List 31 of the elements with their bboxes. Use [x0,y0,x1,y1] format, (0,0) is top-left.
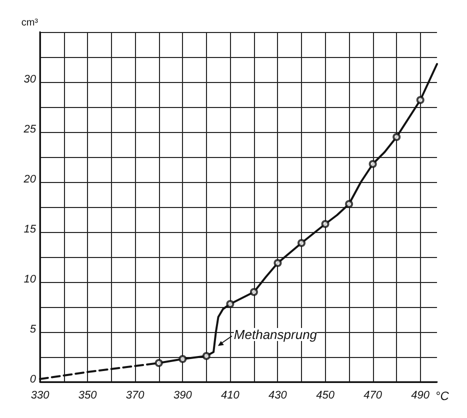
point [368,160,377,168]
point [345,200,354,208]
point [416,96,424,104]
point [178,355,187,363]
x-tick-label: 450 [316,390,336,402]
point [321,220,330,228]
y-tick-label: 25 [22,124,37,136]
x-tick-label: 470 [364,390,383,402]
point [392,133,401,141]
point [202,352,210,360]
y-tick-label: 20 [22,174,37,186]
point [274,259,282,267]
y-tick-label: 10 [24,274,37,286]
point [298,239,306,247]
x-tick-label: 490 [411,390,430,402]
y-axis-title: cm³ [21,18,39,28]
point [154,359,163,367]
y-tick-label: 5 [30,324,37,336]
point [226,300,234,308]
x-tick-label: 410 [221,390,240,402]
x-tick-label: 370 [126,390,146,402]
x-tick-label: 430 [268,390,288,402]
annotation: Methansprung [234,327,318,342]
y-tick-label: 0 [30,374,37,386]
x-tick-label: 390 [173,390,193,402]
point [250,288,258,296]
x-axis-title: °C [435,389,450,403]
y-tick-label: 30 [24,74,37,86]
x-tick-label: 330 [30,390,50,402]
y-tick-label: 15 [24,224,37,236]
x-tick-label: 350 [78,390,98,402]
